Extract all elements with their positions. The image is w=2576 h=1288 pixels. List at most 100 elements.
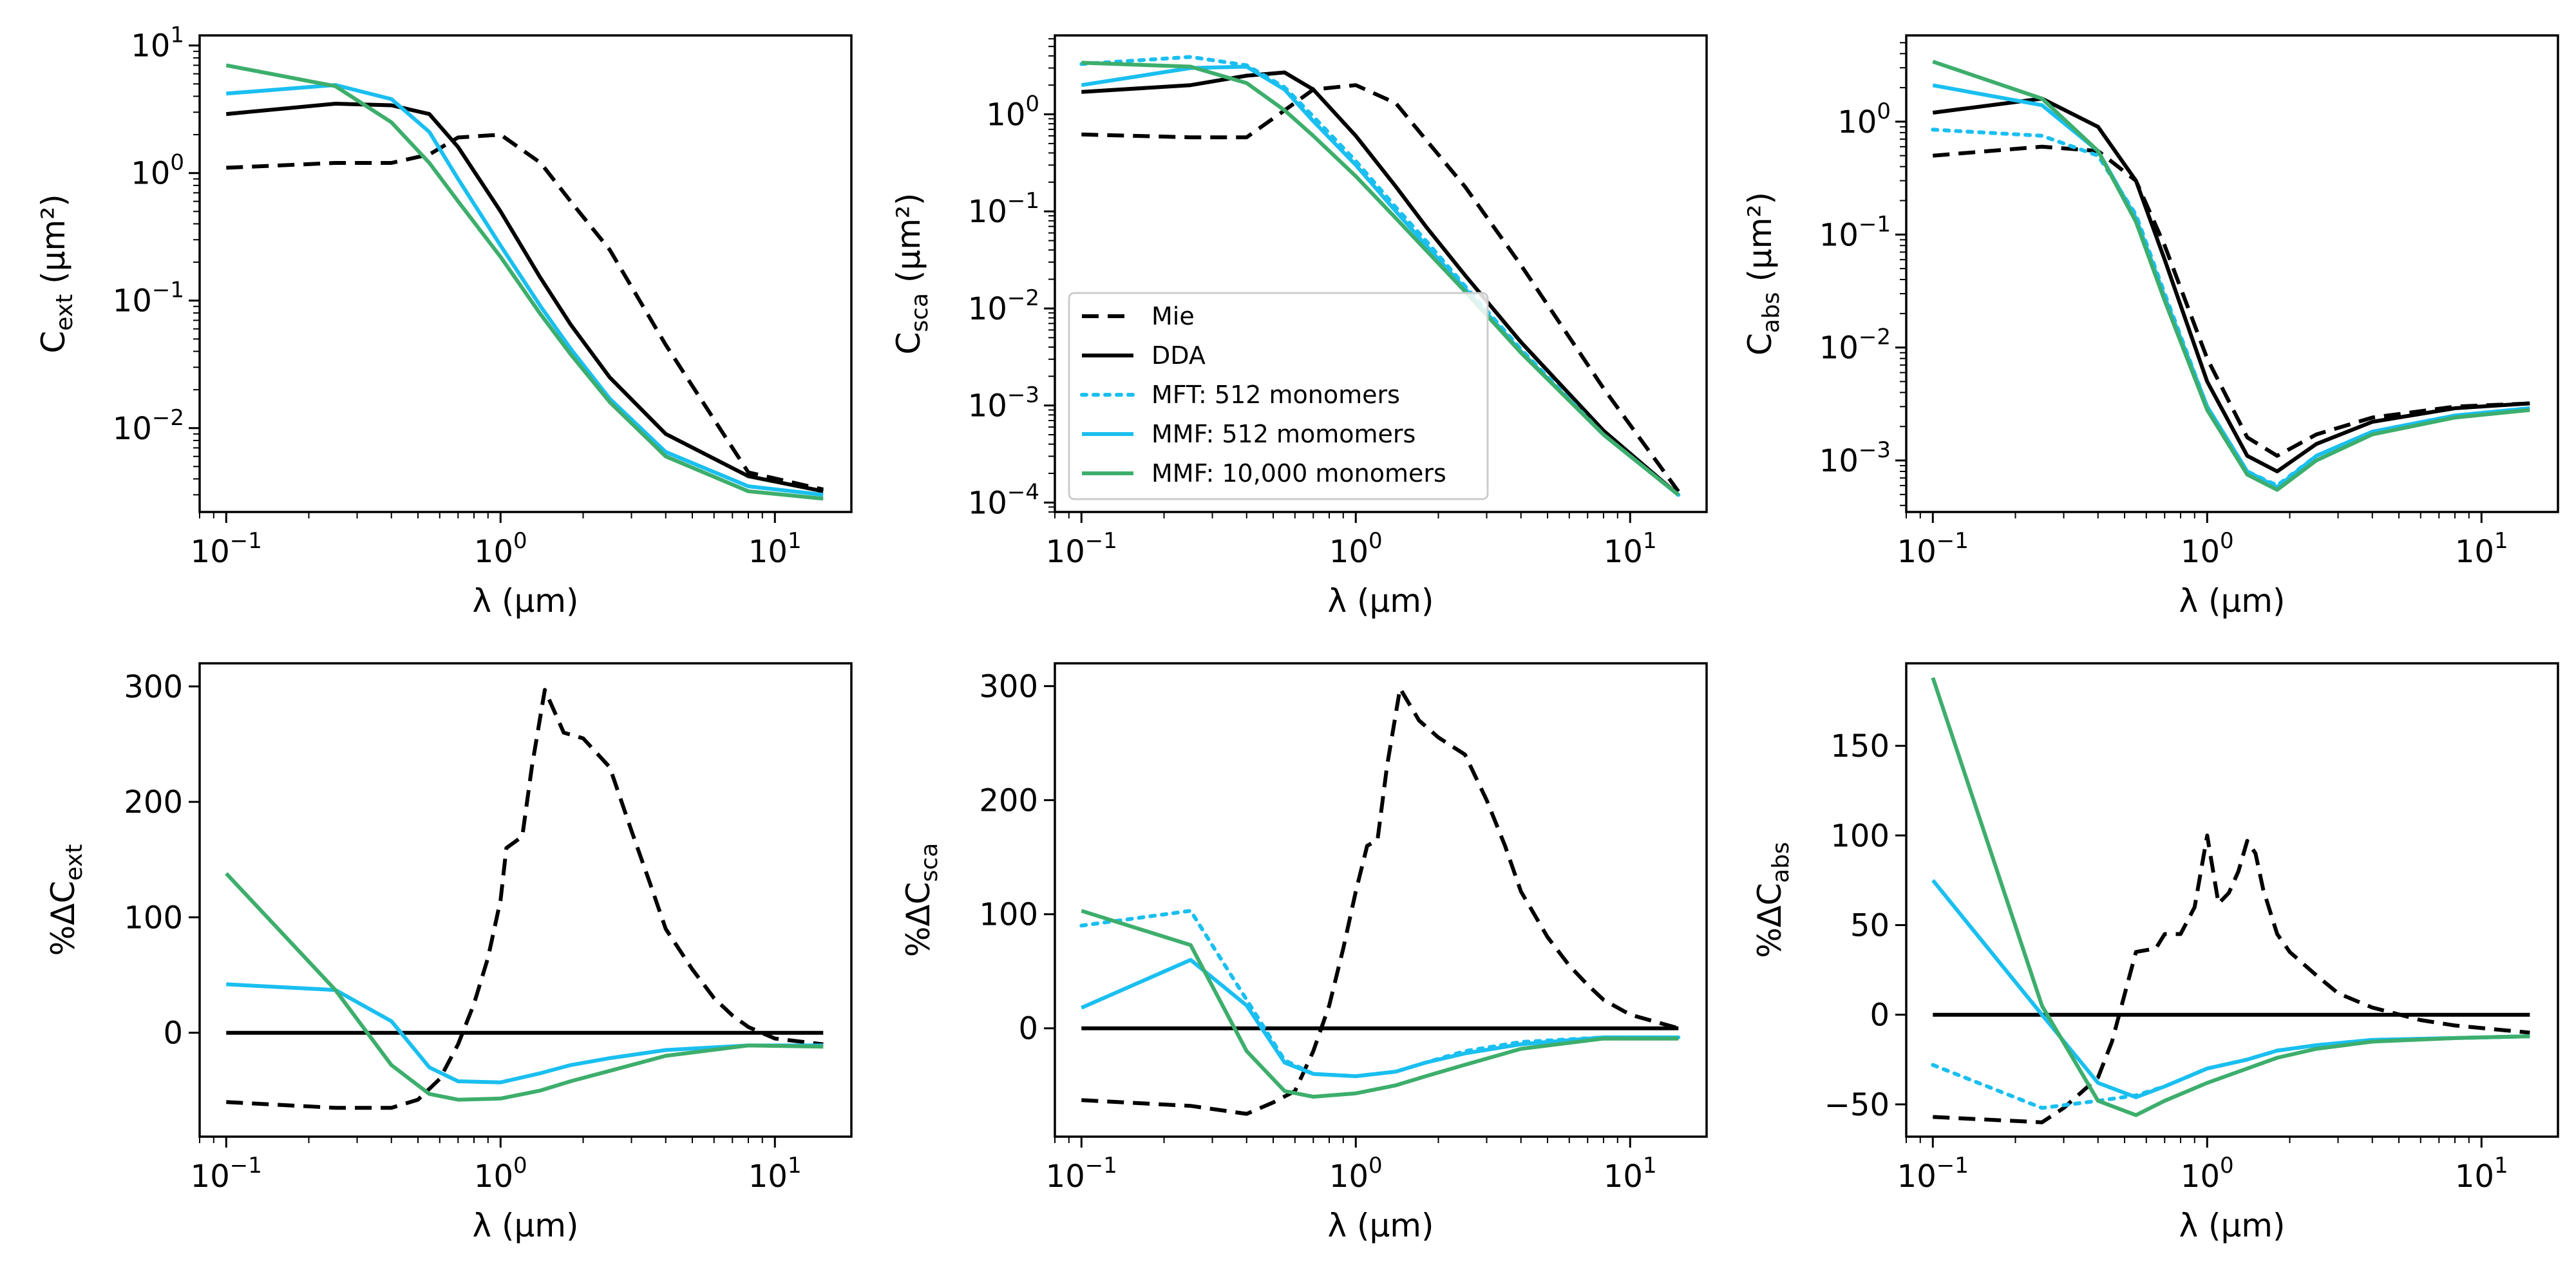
- y-tick-label: 100: [1837, 99, 1891, 140]
- x-tick-label: 10−1: [191, 528, 262, 570]
- y-tick-label: 10−1: [113, 278, 184, 319]
- y-axis-label: Cabs (μm²): [1741, 192, 1785, 355]
- x-axis: 10−1 100 101: [1046, 1137, 1657, 1195]
- panel-dext: 10−1 100 101 0 100 200 300 λ (μm) %ΔCext: [44, 662, 853, 1244]
- y-tick-label: 300: [124, 669, 183, 705]
- series-line-mie: [226, 133, 824, 492]
- axes-frame: [1905, 662, 2559, 1138]
- x-tick-label: 101: [1604, 1153, 1657, 1195]
- series-line-mie: [1081, 83, 1680, 493]
- x-tick-label: 100: [1329, 528, 1383, 570]
- series-line-mft-512-monomers: [1931, 1034, 2532, 1110]
- y-axis: 10−2 10−1 100 101: [113, 23, 200, 496]
- y-tick-label: 10−2: [968, 285, 1039, 327]
- panel-dsca: 10−1 100 101 0 100 200 300 λ (μm) %ΔCsca: [900, 662, 1708, 1244]
- series-line-mmf-10-000-monomers: [1931, 677, 2530, 1117]
- y-tick-label: 200: [124, 784, 183, 820]
- series-line-dda: [226, 102, 824, 493]
- y-tick-label: 101: [131, 23, 184, 64]
- x-axis-label: λ (μm): [1327, 582, 1434, 620]
- legend-item: Mie: [1082, 302, 1195, 330]
- series-line-mmf-10-000-monomers: [1081, 61, 1680, 497]
- y-axis-label: %ΔCabs: [1751, 842, 1794, 958]
- axes-frame: [1054, 34, 1708, 513]
- series-group: [225, 688, 824, 1110]
- x-axis: 10−1 100 101: [1897, 1137, 2508, 1195]
- x-tick-label: 100: [2181, 528, 2234, 570]
- x-tick-label: 101: [2455, 1153, 2508, 1195]
- legend-box: [1068, 292, 1489, 500]
- series-line-mmf-512-momomers: [226, 982, 824, 1084]
- x-axis-label: λ (μm): [472, 582, 578, 620]
- legend-item: DDA: [1082, 341, 1206, 370]
- y-axis: −50 0 50 100 150: [1824, 728, 1906, 1123]
- series-line-mmf-10-000-monomers: [1932, 59, 2530, 492]
- legend-label: MFT: 512 monomers: [1151, 381, 1400, 409]
- series-line-mft-512-monomers: [1931, 128, 2532, 488]
- series-group: [1931, 677, 2532, 1124]
- y-axis-label: %ΔCsca: [900, 843, 943, 957]
- y-axis: 0 100 200 300: [124, 669, 200, 1052]
- y-tick-label: 10−2: [113, 405, 184, 447]
- axes-frame: [1905, 34, 2559, 513]
- y-tick-label: 50: [1850, 907, 1889, 943]
- series-line-mmf-10-000-monomers: [1081, 909, 1679, 1099]
- y-axis-label: %ΔCext: [44, 844, 88, 956]
- x-tick-label: 10−1: [1046, 528, 1117, 570]
- x-axis-label: λ (μm): [2179, 582, 2285, 620]
- y-tick-label: 10−1: [1819, 211, 1891, 253]
- series-group: [1931, 59, 2532, 492]
- panel-dabs: 10−1 100 101 −50 0 50 100 150 λ (μm) %ΔCabs: [1751, 662, 2559, 1244]
- series-line-mmf-10-000-monomers: [225, 872, 824, 1102]
- y-axis: 10−3 10−2 10−1 100: [1819, 42, 1906, 506]
- y-tick-label: 0: [163, 1016, 183, 1052]
- series-line-mmf-512-momomers: [226, 83, 824, 497]
- legend-label: Mie: [1151, 302, 1195, 330]
- x-tick-label: 10−1: [191, 1153, 262, 1195]
- legend-item: MFT: 512 monomers: [1080, 381, 1400, 409]
- series-line-mft-512-monomers: [1079, 909, 1681, 1079]
- series-line-mie: [1081, 687, 1680, 1116]
- y-tick-label: 0: [1870, 998, 1889, 1034]
- y-axis: 0 100 200 300: [979, 668, 1055, 1047]
- x-tick-label: 101: [2455, 528, 2508, 570]
- y-tick-label: 10−3: [968, 383, 1039, 424]
- y-tick-label: 100: [124, 900, 183, 936]
- axes-frame: [1054, 662, 1708, 1138]
- x-axis: 10−1 100 101: [191, 512, 802, 570]
- y-tick-label: 200: [979, 783, 1038, 819]
- x-axis-label: λ (μm): [2179, 1207, 2285, 1244]
- y-tick-label: 300: [979, 668, 1038, 705]
- series-line-mmf-512-momomers: [1931, 879, 2530, 1099]
- y-tick-label: 150: [1830, 728, 1889, 764]
- series-line-dda: [1932, 97, 2530, 473]
- series-line-mie: [1933, 144, 2530, 458]
- x-tick-label: 10−1: [1897, 528, 1969, 570]
- legend-label: MMF: 10,000 monomers: [1151, 459, 1446, 488]
- legend-item: MMF: 512 momomers: [1082, 420, 1416, 448]
- y-tick-label: 0: [1018, 1011, 1038, 1047]
- x-tick-label: 100: [474, 1153, 527, 1195]
- series-line-mie: [226, 688, 824, 1110]
- y-axis: 10−4 10−3 10−2 10−1 100: [968, 38, 1055, 521]
- axes-frame: [198, 662, 853, 1138]
- legend: Mie DDA MFT: 512 monomers MMF: 512 momomers…: [1068, 292, 1489, 500]
- panel-abs: 10−1 100 101 10−3 10−2 10−1 100 λ (μm) Cabs (μm²…: [1741, 34, 2559, 620]
- y-tick-label: 100: [1830, 818, 1889, 854]
- x-axis-label: λ (μm): [472, 1207, 578, 1244]
- x-axis: 10−1 100 101: [1046, 512, 1657, 570]
- series-line-dda: [1081, 70, 1680, 497]
- legend-label: MMF: 512 momomers: [1151, 420, 1416, 448]
- y-tick-label: 100: [986, 91, 1039, 133]
- axes-frame: [198, 34, 853, 513]
- x-tick-label: 101: [748, 1153, 802, 1195]
- series-line-mie: [1933, 833, 2530, 1124]
- x-axis: 10−1 100 101: [1897, 512, 2508, 570]
- y-tick-label: 100: [979, 897, 1038, 933]
- series-group: [1079, 687, 1681, 1116]
- x-tick-label: 100: [2181, 1153, 2234, 1195]
- y-axis-label: Csca (μm²): [890, 193, 933, 355]
- panel-ext: 10−1 100 101 10−2 10−1 100 101 λ (μm) Cext (μm²): [35, 23, 853, 620]
- series-line-mmf-512-momomers: [1081, 958, 1679, 1079]
